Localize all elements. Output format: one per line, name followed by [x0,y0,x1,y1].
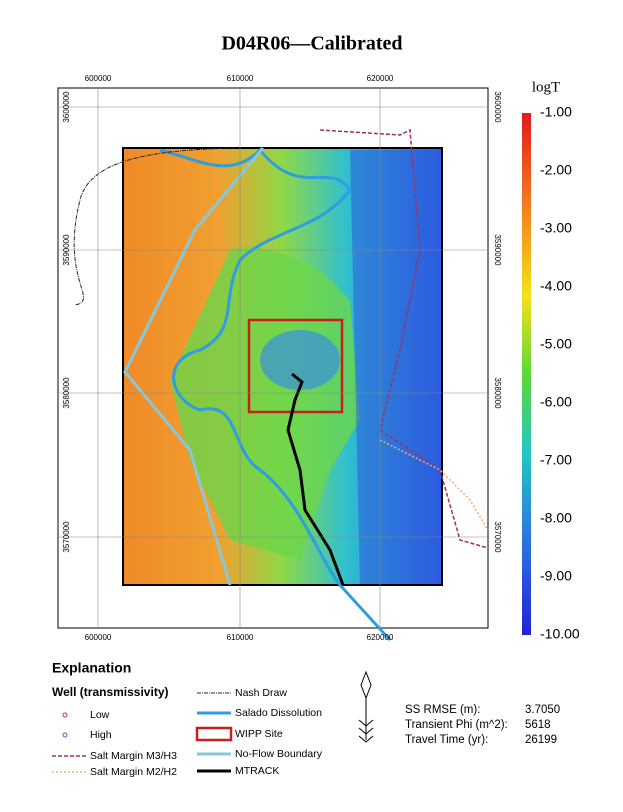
colorbar [522,113,531,635]
x-tick-label: 600000 [85,633,112,642]
salt-margin-m2 [379,439,489,531]
legend-label: Low [90,709,110,721]
x-tick-label: 600000 [85,74,112,83]
stat-value: 5618 [525,719,551,731]
y-tick-label: 3580000 [493,377,502,409]
stat-value: 26199 [525,734,557,746]
legend-label: Nash Draw [235,687,287,699]
stat-label: Transient Phi (m^2): [405,719,508,731]
well-title: Well (transmissivity) [52,685,168,699]
y-tick-label: 3590000 [62,234,71,266]
salado-dissolution [159,147,392,642]
map-zone [170,247,360,560]
salt-margin-m3 [319,128,489,549]
legend-label: Salado Dissolution [235,707,322,719]
colorbar-label: -3.00 [540,220,572,236]
x-tick-label: 620000 [367,633,394,642]
legend-label: Salt Margin M3/H3 [90,750,177,762]
map-zone [260,330,340,390]
y-tick-label: 3570000 [62,521,71,553]
colorbar-title: logT [532,79,560,95]
colorbar-label: -7.00 [540,452,572,468]
legend-label: MTRACK [235,765,279,777]
legend-label: No-Flow Boundary [235,748,323,760]
legend-label: Salt Margin M2/H2 [90,766,177,778]
y-tick-label: 3580000 [62,377,71,409]
title: D04R06—Calibrated [221,33,402,55]
nash-draw [73,147,236,306]
explanation-title: Explanation [52,660,131,676]
legend-label: High [90,729,112,741]
stat-value: 3.7050 [525,704,560,716]
no-flow-boundary [123,147,265,586]
mtrack [286,372,345,586]
colorbar-label: -10.00 [540,626,580,642]
legend-symbol [62,732,68,738]
stat-label: SS RMSE (m): [405,704,480,716]
legend-symbol [62,712,68,718]
y-tick-label: 3600000 [493,91,502,123]
wipp-site [247,318,344,414]
x-tick-label: 610000 [227,74,254,83]
colorbar-label: -5.00 [540,336,572,352]
model-boundary [122,147,443,586]
x-tick-label: 610000 [227,633,254,642]
x-tick-label: 620000 [367,74,394,83]
colorbar-label: -8.00 [540,510,572,526]
colorbar-label: -1.00 [540,104,572,120]
y-tick-label: 3600000 [62,91,71,123]
legend-symbol [195,726,233,742]
y-tick-label: 3590000 [493,234,502,266]
y-tick-label: 3570000 [493,521,502,553]
colorbar-label: -9.00 [540,568,572,584]
legend-label: WIPP Site [235,728,283,740]
colorbar-label: -6.00 [540,394,572,410]
stat-label: Travel Time (yr): [405,734,488,746]
north-arrow [358,670,374,743]
colorbar-label: -2.00 [540,162,572,178]
colorbar-label: -4.00 [540,278,572,294]
